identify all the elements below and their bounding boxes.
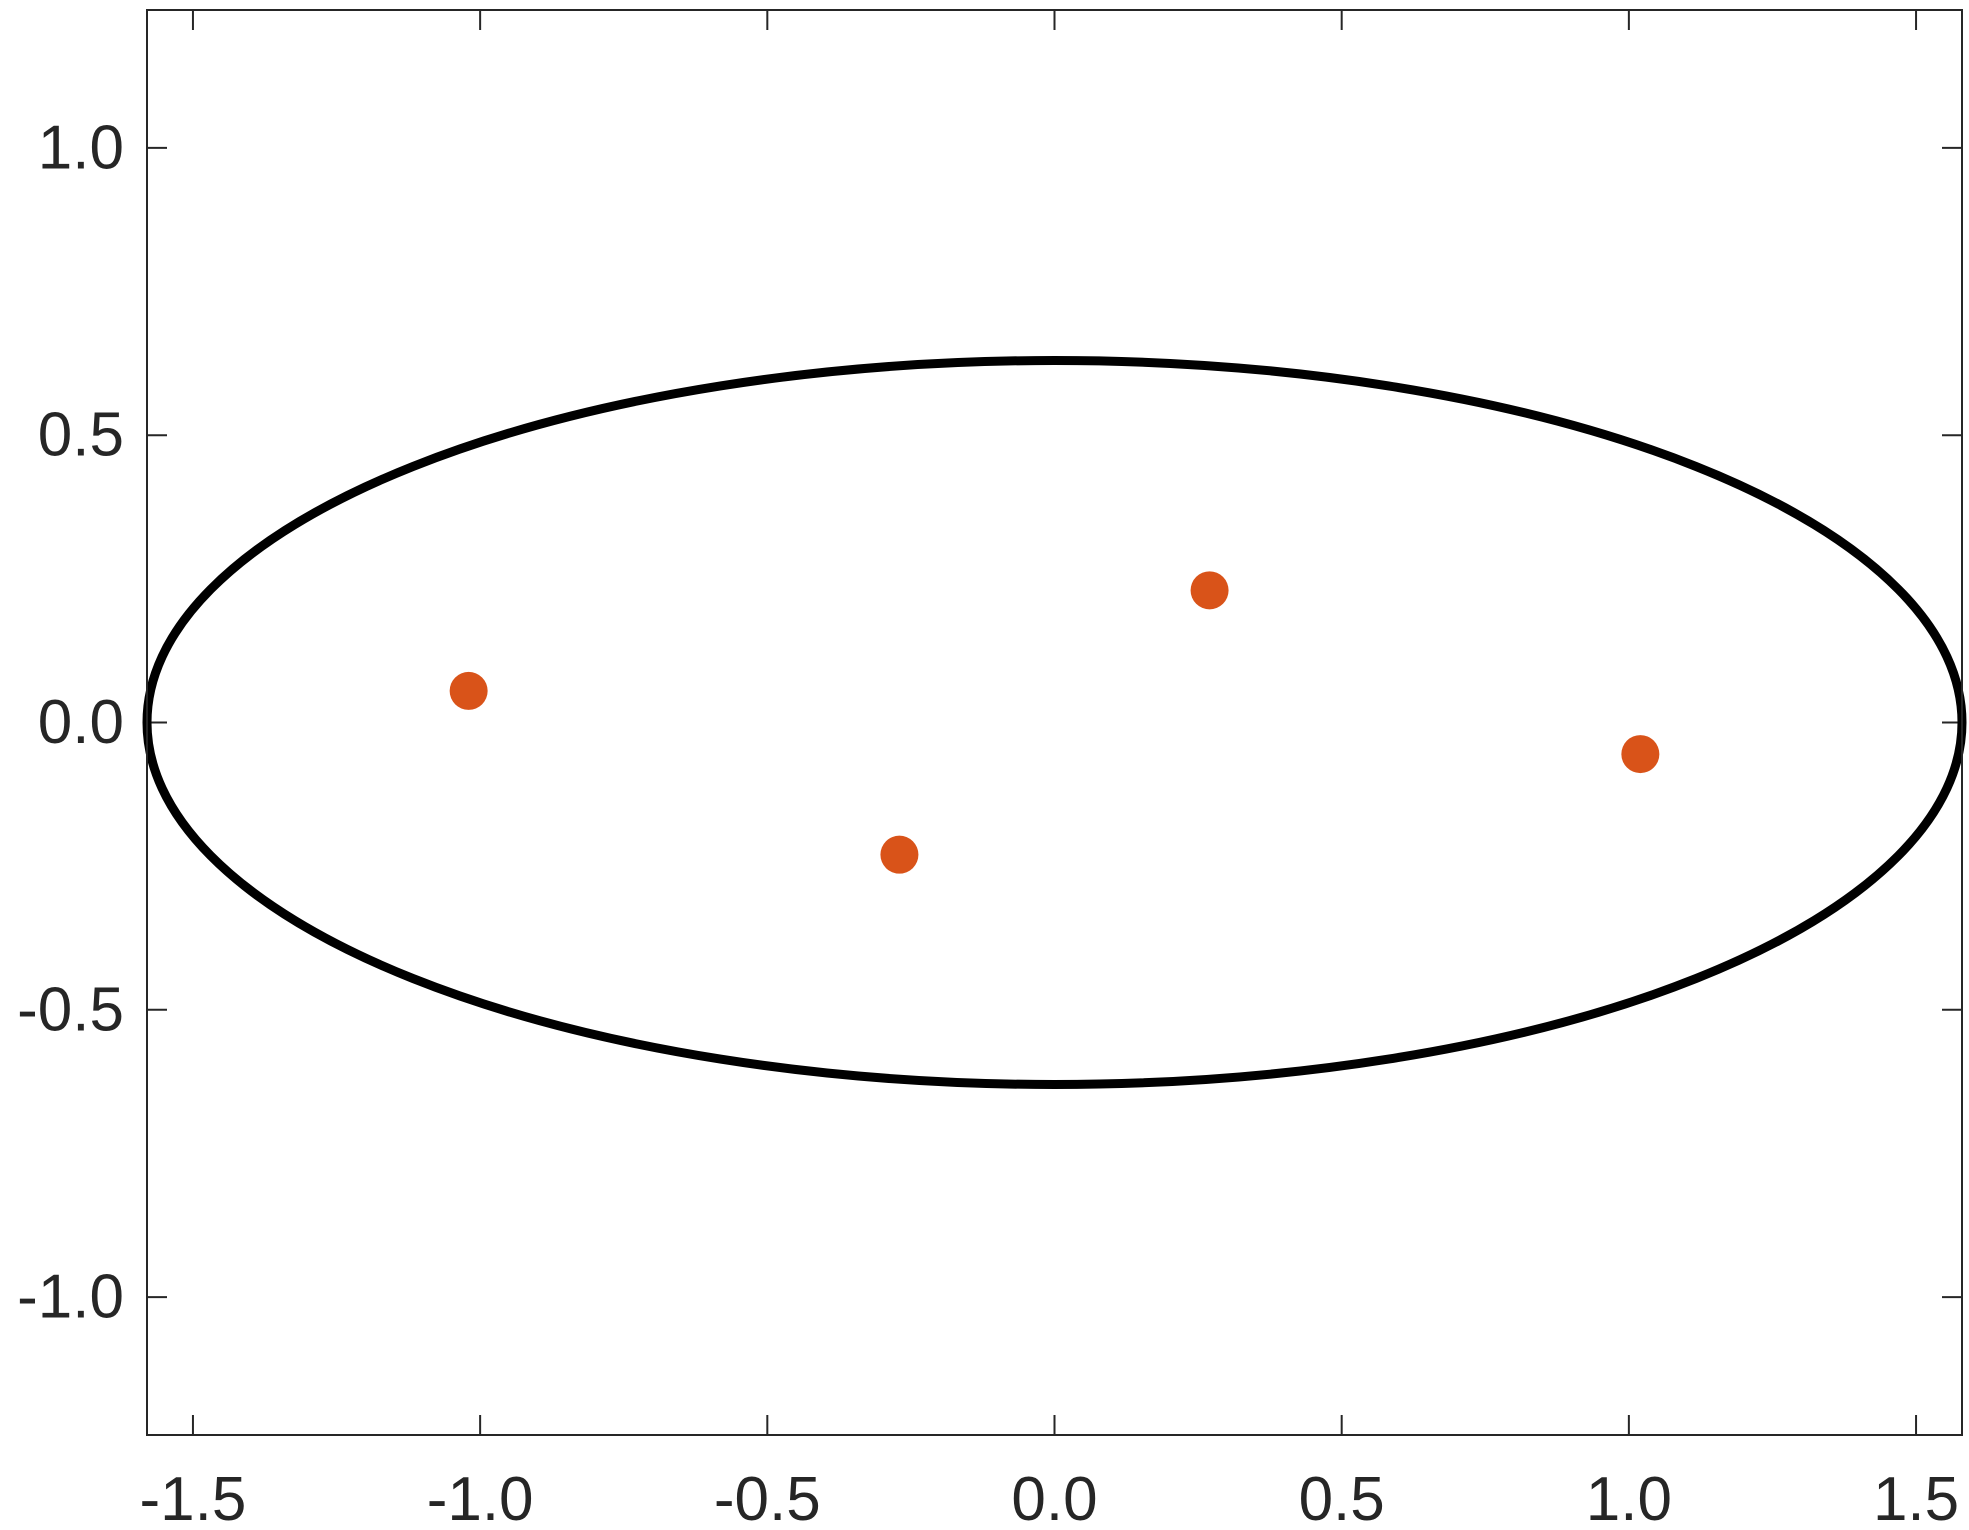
- x-tick-labels: -1.5 -1.0 -0.5 0.0 0.5 1.0 1.5: [140, 1465, 1960, 1530]
- data-point: [1621, 735, 1660, 774]
- x-tick-label: 1.5: [1873, 1465, 1959, 1530]
- tick-marks: [147, 10, 1962, 1435]
- data-points: [449, 571, 1660, 874]
- x-tick-label: -1.0: [427, 1465, 534, 1530]
- y-tick-label: 1.0: [38, 113, 124, 182]
- y-tick-label: -1.0: [17, 1263, 124, 1332]
- x-tick-label: 0.0: [1011, 1465, 1097, 1530]
- y-tick-label: -0.5: [17, 975, 124, 1044]
- x-tick-label: -0.5: [714, 1465, 821, 1530]
- x-tick-label: 1.0: [1586, 1465, 1672, 1530]
- x-tick-label: 0.5: [1299, 1465, 1385, 1530]
- axes-box: [146, 9, 1963, 1436]
- y-tick-labels: -1.0 -0.5 0.0 0.5 1.0: [17, 113, 124, 1331]
- y-tick-label: 0.0: [38, 688, 124, 757]
- y-tick-label: 0.5: [38, 401, 124, 470]
- x-tick-label: -1.5: [140, 1465, 247, 1530]
- data-point: [1190, 571, 1229, 610]
- data-point: [449, 671, 488, 710]
- data-point: [880, 835, 919, 874]
